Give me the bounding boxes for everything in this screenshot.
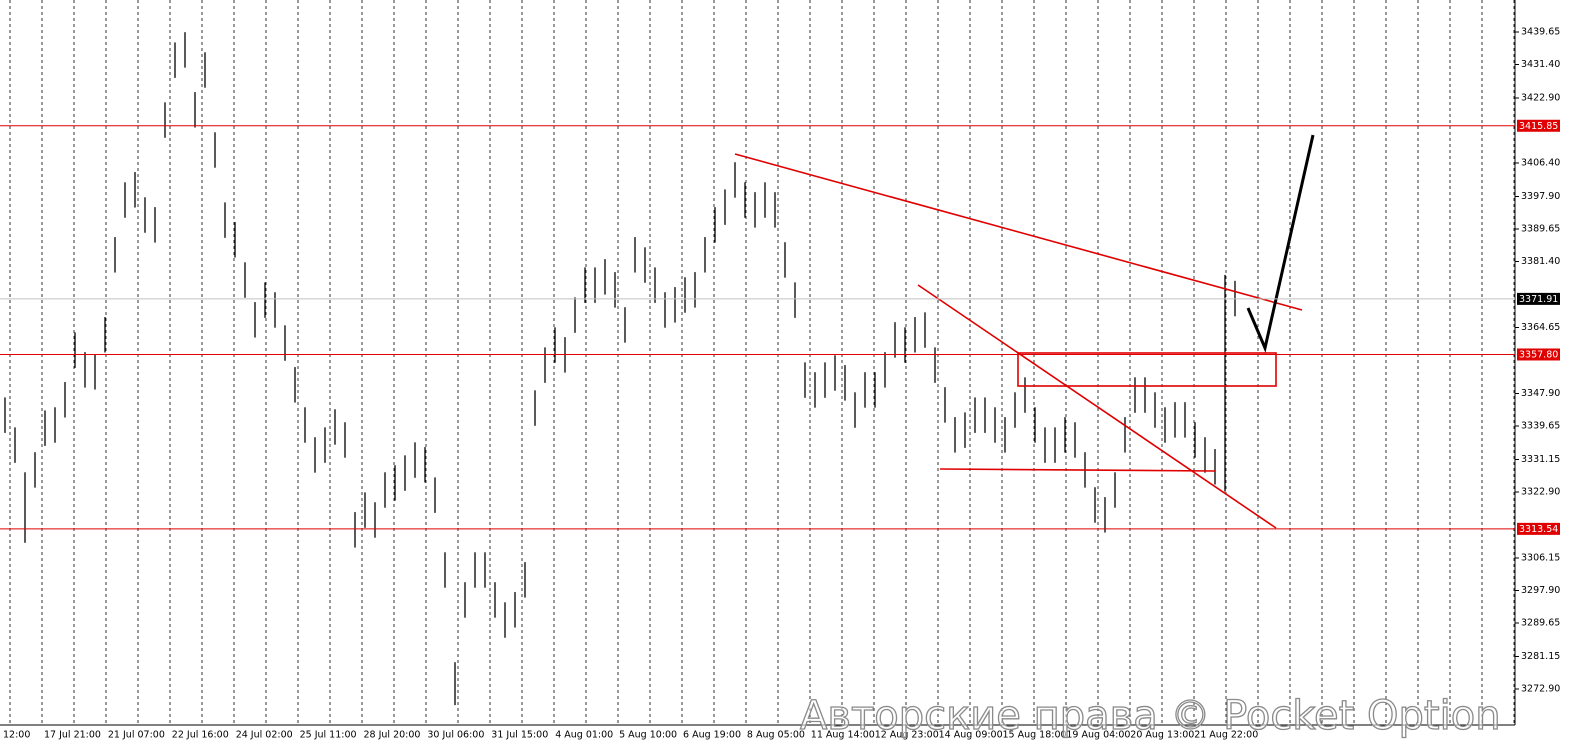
x-tick-label: 14 Aug 09:00 (939, 730, 1003, 741)
y-tick-label: 3389.65 (1521, 223, 1560, 234)
y-tick-label: 3397.90 (1521, 191, 1560, 202)
x-tick-label: 24 Jul 02:00 (236, 730, 293, 741)
y-tick-label: 3272.90 (1521, 683, 1560, 694)
y-tick-label: 3406.40 (1521, 157, 1560, 168)
forecast-arrow (1246, 134, 1315, 353)
x-tick-label: 28 Jul 20:00 (364, 730, 421, 741)
y-tick-label: 3289.65 (1521, 617, 1560, 628)
price-level-tag (1517, 292, 1560, 305)
y-tick-label: 3322.90 (1521, 486, 1560, 497)
y-tick-label: 3306.15 (1521, 552, 1560, 563)
x-tick-label: 12:00 (3, 730, 30, 741)
trend-line (734, 153, 1303, 311)
price-level-tag (1517, 348, 1560, 361)
drawings (734, 134, 1315, 529)
price-bars (4, 32, 1236, 706)
x-tick-label: 4 Aug 01:00 (555, 730, 613, 741)
price-level-label: 3415.85 (1519, 121, 1558, 132)
price-level-label: 3357.80 (1519, 349, 1558, 360)
price-level-label: 3313.54 (1519, 524, 1558, 535)
support-line (939, 468, 1216, 472)
price-level-tag (1517, 119, 1560, 132)
x-tick-label: 15 Aug 18:00 (1003, 730, 1067, 741)
y-tick-label: 3422.90 (1521, 92, 1560, 103)
y-tick-label: 3431.40 (1521, 59, 1560, 70)
price-level-tag (1517, 522, 1560, 535)
x-tick-label: 21 Jul 07:00 (108, 730, 165, 741)
y-tick-label: 3297.90 (1521, 585, 1560, 596)
x-tick-label: 11 Aug 14:00 (811, 730, 875, 741)
x-tick-label: 22 Jul 16:00 (172, 730, 229, 741)
vertical-grid (9, 0, 1515, 725)
y-tick-label: 3439.65 (1521, 26, 1560, 37)
x-tick-label: 6 Aug 19:00 (683, 730, 741, 741)
y-tick-label: 3331.15 (1521, 454, 1560, 465)
y-tick-label: 3281.15 (1521, 651, 1560, 662)
zone-box (1017, 352, 1277, 387)
x-tick-label: 20 Aug 13:00 (1130, 730, 1194, 741)
x-tick-label: 31 Jul 15:00 (491, 730, 548, 741)
x-tick-label: 30 Jul 06:00 (427, 730, 484, 741)
watermark: Авторские права © Pocket Option (800, 693, 1501, 739)
y-tick-label: 3381.40 (1521, 256, 1560, 267)
x-tick-label: 19 Aug 04:00 (1066, 730, 1130, 741)
x-tick-label: 21 Aug 22:00 (1194, 730, 1258, 741)
x-tick-label: 8 Aug 05:00 (747, 730, 805, 741)
price-level-label: 3371.91 (1519, 294, 1558, 305)
y-tick-label: 3339.65 (1521, 420, 1560, 431)
trend-line (917, 284, 1277, 529)
x-tick-label: 17 Jul 21:00 (44, 730, 101, 741)
y-tick-label: 3364.65 (1521, 322, 1560, 333)
x-tick-label: 25 Jul 11:00 (300, 730, 357, 741)
y-tick-label: 3347.90 (1521, 388, 1560, 399)
x-tick-label: 12 Aug 23:00 (875, 730, 939, 741)
x-tick-label: 5 Aug 10:00 (619, 730, 677, 741)
